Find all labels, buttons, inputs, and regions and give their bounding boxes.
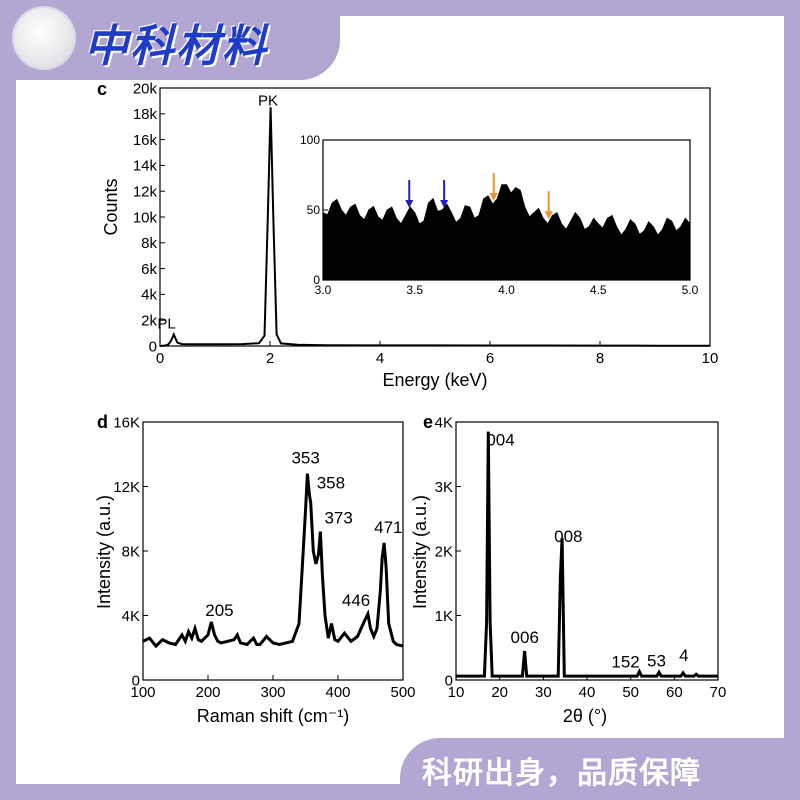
peak-label: 353: [291, 449, 319, 468]
x-tick-label: 10: [702, 350, 719, 367]
y-tick-label: 10k: [133, 209, 158, 226]
arrow-head: [544, 211, 553, 220]
peak-label: PL: [157, 315, 175, 332]
x-tick-label: 400: [325, 684, 350, 701]
y-tick-label: 1K: [435, 608, 453, 625]
spectral-arrow-marker: [405, 180, 414, 208]
y-tick-label: 0: [149, 338, 157, 355]
spectral-arrow-marker: [440, 180, 449, 208]
brand-name: 中科材料: [84, 21, 268, 72]
arrow-head: [489, 193, 498, 201]
peak-label: 471: [374, 518, 402, 537]
slogan-banner: 科研出身，品质保障: [400, 738, 800, 800]
y-tick-label: 14k: [133, 158, 158, 175]
x-tick-label: 3.0: [315, 283, 332, 297]
arrow-head: [405, 200, 414, 208]
x-tick-label: 100: [130, 684, 155, 701]
spectral-arrow-marker: [544, 191, 553, 220]
x-tick-label: 6: [486, 350, 494, 367]
y-axis-label: Intensity (a.u.): [410, 495, 430, 609]
x-tick-label: 300: [260, 684, 285, 701]
x-tick-label: 20: [491, 684, 508, 701]
y-tick-label: 3K: [435, 479, 453, 496]
panel-label-d: d: [97, 412, 108, 432]
y-tick-label: 16K: [113, 414, 140, 431]
y-tick-label: 4k: [141, 287, 157, 304]
y-tick-label: 0: [445, 672, 453, 689]
y-tick-label: 16k: [133, 132, 158, 149]
inset-spectrum-area: [322, 184, 691, 281]
y-tick-label: 2k: [141, 312, 157, 329]
y-tick-label: 0: [132, 672, 140, 689]
slogan-text: 科研出身，品质保障: [422, 756, 701, 791]
y-tick-label: 0: [313, 273, 320, 287]
y-tick-label: 12K: [113, 479, 140, 496]
x-tick-label: 0: [156, 350, 164, 367]
y-tick-label: 8k: [141, 235, 157, 252]
peak-label: 4: [679, 646, 688, 665]
x-tick-label: 4.0: [498, 283, 515, 297]
peak-label: 004: [486, 431, 514, 450]
peak-label: 358: [317, 474, 345, 493]
peak-label: 008: [554, 527, 582, 546]
x-tick-label: 2: [266, 350, 274, 367]
eds-spectrum-panel: 0 2 4 6 8 1002k4k6k8k10k12k14k16k18k20kcEnerg…: [97, 79, 718, 390]
y-tick-label: 20k: [133, 80, 158, 97]
peak-label: 373: [324, 509, 352, 528]
x-tick-label: 4.5: [590, 283, 607, 297]
panel-label-c: c: [97, 79, 107, 99]
y-tick-label: 2K: [435, 543, 453, 560]
xrd-pattern-panel: 10 20 30 40 50 60 70 0 1K 2K 3K 4Ke 2θ (°) Intensity …: [410, 412, 726, 726]
x-tick-label: 200: [195, 684, 220, 701]
x-tick-label: 70: [710, 684, 727, 701]
series-line: [142, 473, 404, 649]
y-tick-label: 4K: [435, 414, 453, 431]
x-tick-label: 5.0: [682, 283, 699, 297]
x-tick-label: 30: [535, 684, 552, 701]
brand-logo-icon: [12, 6, 76, 70]
peak-label: 006: [511, 628, 539, 647]
panel-label-e: e: [423, 412, 433, 432]
y-axis-label: Intensity (a.u.): [94, 495, 114, 609]
content-area: [16, 16, 784, 784]
series-line: [456, 431, 718, 678]
brand-banner: 中科材料: [0, 0, 340, 80]
raman-spectrum-panel: 100 200 300 400 500 0 4K 8K 12K 16K d Raman shift (…: [94, 412, 416, 726]
x-axis-label: Raman shift (cm⁻¹): [197, 706, 350, 726]
arrow-head: [440, 200, 449, 208]
peak-label: 446: [342, 591, 370, 610]
y-tick-label: 18k: [133, 106, 158, 123]
y-tick-label: 4K: [122, 608, 140, 625]
y-tick-label: 8K: [122, 543, 140, 560]
y-tick-label: 12k: [133, 183, 158, 200]
peak-label: 53: [647, 651, 666, 670]
peak-label: 205: [205, 601, 233, 620]
y-tick-label: 6k: [141, 261, 157, 278]
series-line: [159, 107, 710, 347]
y-tick-label: 50: [307, 203, 321, 217]
x-tick-label: 8: [596, 350, 604, 367]
x-tick-label: 40: [579, 684, 596, 701]
spectral-arrow-marker: [489, 173, 498, 201]
peak-label: 152: [611, 653, 639, 672]
peak-label: PK: [258, 92, 278, 109]
plot-frame: [455, 421, 719, 681]
x-tick-label: 4: [376, 350, 384, 367]
x-axis-label: Energy (keV): [382, 370, 487, 390]
x-tick-label: 500: [390, 684, 415, 701]
y-tick-label: 100: [300, 133, 320, 147]
x-tick-label: 10: [448, 684, 465, 701]
x-tick-label: 60: [666, 684, 683, 701]
x-tick-label: 50: [622, 684, 639, 701]
x-tick-label: 3.5: [406, 283, 423, 297]
x-axis-label: 2θ (°): [563, 706, 607, 726]
y-axis-label: Counts: [101, 178, 121, 235]
